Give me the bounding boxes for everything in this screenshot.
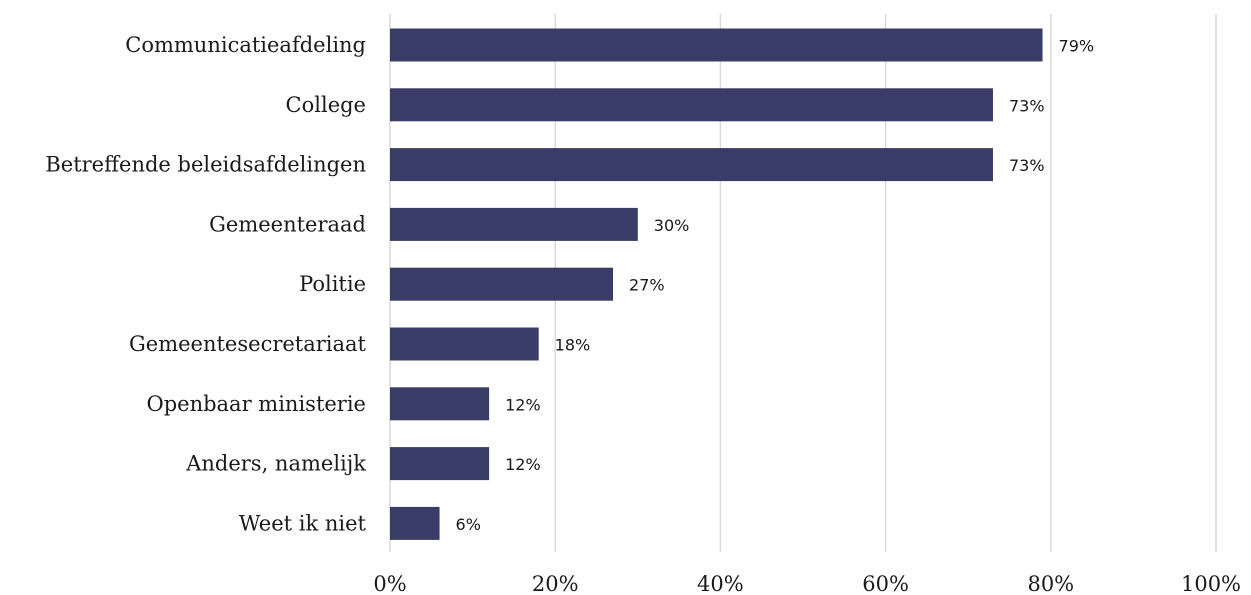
data-label: 73% [1009,96,1045,115]
category-label: Openbaar ministerie [146,392,366,416]
bar [390,88,993,122]
data-label: 18% [555,336,591,355]
category-label: College [286,93,366,117]
data-label: 12% [505,455,541,474]
x-tick-label: 20% [532,572,579,595]
data-label: 30% [654,216,690,235]
x-tick-label: 80% [1027,572,1074,595]
x-tick-label: 0% [373,572,406,595]
category-label: Communicatieafdeling [125,33,366,57]
data-label: 12% [505,395,541,414]
x-tick-label: 40% [697,572,744,595]
data-label: 79% [1059,37,1095,56]
category-label: Weet ik niet [239,511,367,535]
category-label: Betreffende beleidsafdelingen [45,153,366,177]
category-label: Gemeenteraad [209,212,366,236]
category-labels: Communicatieafdeling College Betreffende b… [45,33,366,535]
bar [390,207,638,241]
category-label: Anders, namelijk [185,452,366,476]
x-axis-ticks: 0% 20% 40% 60% 80% 100% [373,572,1241,595]
bar [390,327,539,361]
bar [390,148,993,182]
data-label: 27% [629,276,665,295]
data-label: 6% [456,515,481,534]
bar [390,447,490,481]
bar [390,267,614,301]
data-label: 73% [1009,156,1045,175]
x-tick-label: 100% [1181,572,1241,595]
bar [390,387,490,421]
bar [390,506,440,540]
x-tick-label: 60% [862,572,909,595]
bar [390,28,1043,62]
bars [390,28,1043,540]
category-label: Politie [299,272,366,296]
data-labels: 79% 73% 73% 30% 27% 18% 12% 12% 6% [456,37,1095,534]
category-label: Gemeentesecretariaat [129,332,367,356]
